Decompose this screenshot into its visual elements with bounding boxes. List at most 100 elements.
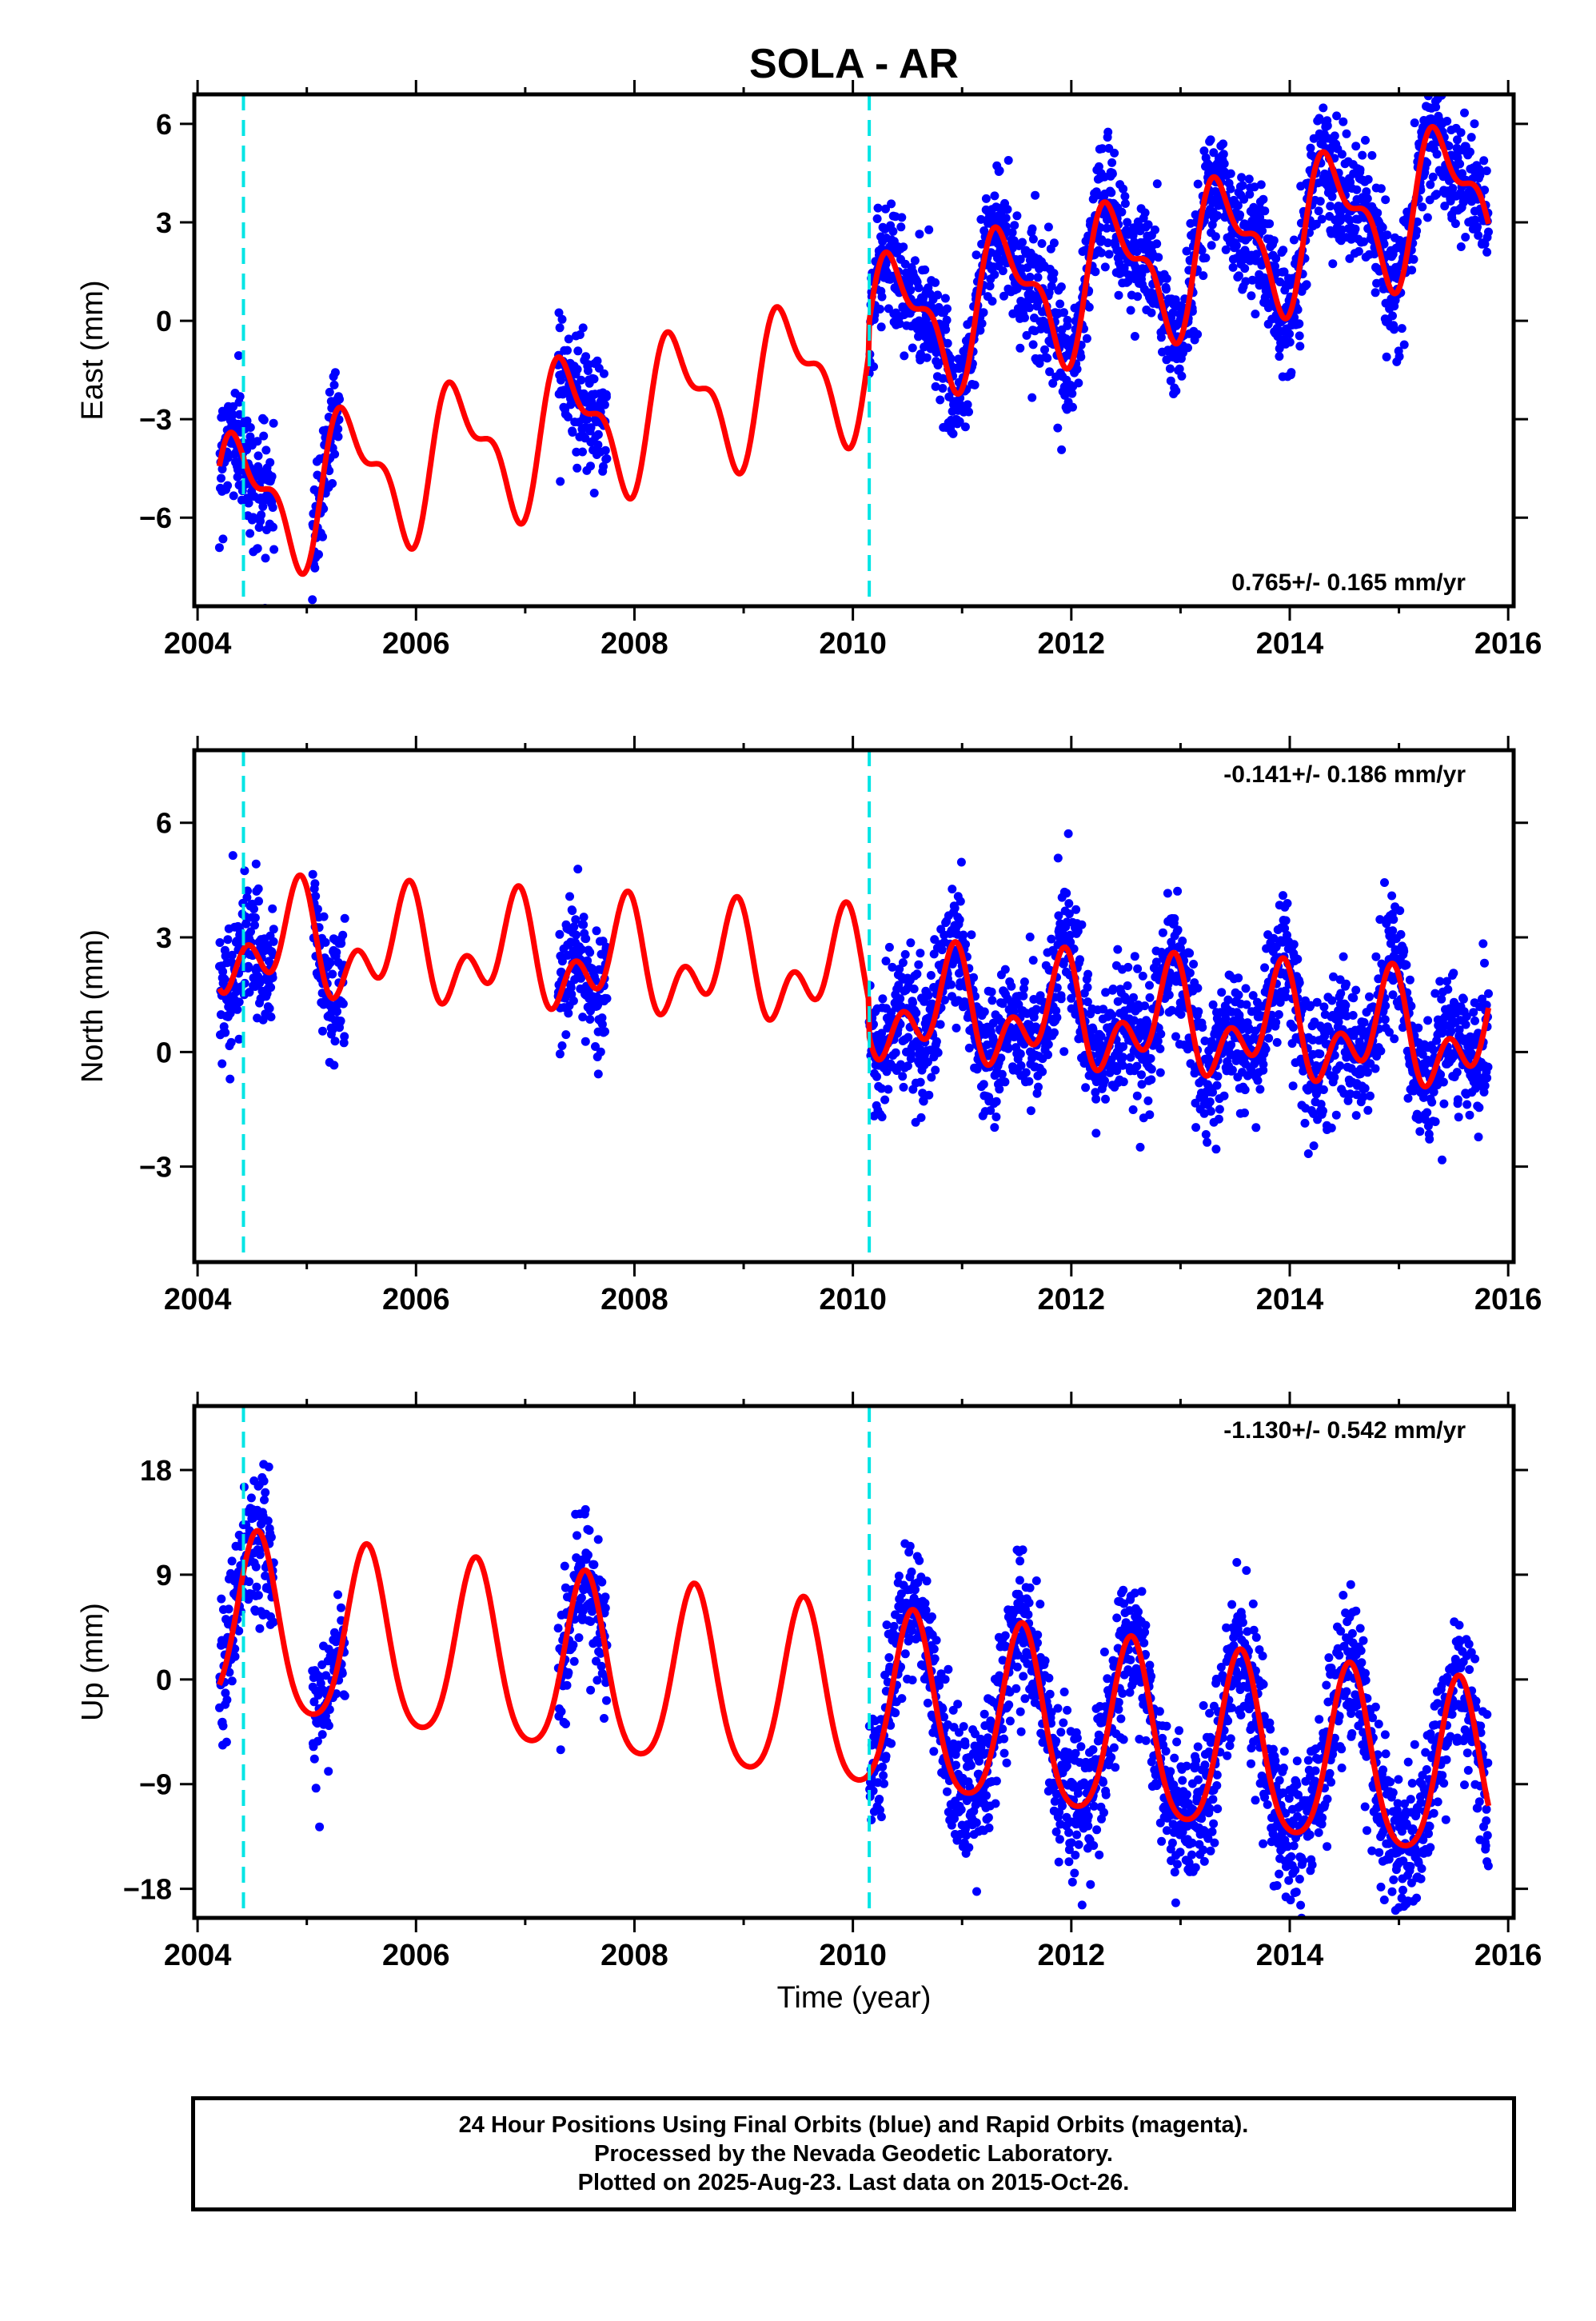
data-point xyxy=(1289,940,1299,949)
x-tick-label: 2016 xyxy=(1474,627,1542,661)
data-point xyxy=(1074,378,1083,388)
data-point xyxy=(1207,241,1216,250)
data-point xyxy=(253,437,262,446)
data-point xyxy=(1361,135,1370,145)
data-point xyxy=(891,1708,900,1718)
data-point xyxy=(1432,190,1442,199)
data-point xyxy=(1076,352,1086,362)
data-point xyxy=(1158,928,1167,937)
data-point xyxy=(1345,215,1355,225)
data-point xyxy=(1437,994,1446,1004)
data-point xyxy=(589,374,599,384)
data-point xyxy=(936,1020,945,1029)
data-point xyxy=(1055,299,1065,309)
data-point xyxy=(1436,1070,1446,1080)
data-point xyxy=(1199,146,1209,156)
data-point xyxy=(266,1532,276,1542)
data-point xyxy=(253,544,262,553)
x-tick-label: 2014 xyxy=(1256,627,1324,661)
data-point xyxy=(225,1074,235,1084)
data-point xyxy=(593,1535,603,1544)
data-point xyxy=(990,191,999,201)
data-point xyxy=(269,925,278,934)
data-point xyxy=(1390,325,1398,334)
data-point xyxy=(1154,253,1163,262)
data-point xyxy=(597,1020,607,1029)
data-point xyxy=(1145,993,1155,1002)
data-point xyxy=(988,996,997,1005)
data-point xyxy=(1409,1086,1418,1096)
data-point xyxy=(600,1592,610,1602)
data-point xyxy=(230,1652,240,1661)
data-point xyxy=(1351,142,1361,151)
data-point xyxy=(243,886,252,896)
data-point xyxy=(329,1061,339,1070)
data-point xyxy=(1178,937,1187,945)
data-point xyxy=(244,498,253,508)
data-point xyxy=(234,1034,244,1044)
data-point xyxy=(1376,1046,1386,1056)
data-point xyxy=(332,948,341,957)
data-point xyxy=(1100,1076,1109,1085)
data-point xyxy=(1102,215,1111,225)
data-point xyxy=(1067,389,1077,398)
data-point xyxy=(261,1488,270,1497)
data-point xyxy=(889,1621,899,1631)
data-point xyxy=(1107,188,1116,198)
data-point xyxy=(1258,226,1267,236)
data-point xyxy=(249,513,258,522)
data-point xyxy=(900,351,909,361)
data-point xyxy=(955,417,964,426)
data-point xyxy=(250,921,259,930)
data-point xyxy=(253,451,263,461)
data-point xyxy=(1170,914,1179,923)
data-point xyxy=(1279,267,1289,277)
data-point xyxy=(1446,1026,1456,1036)
data-point xyxy=(221,1028,230,1037)
data-point xyxy=(880,1095,890,1105)
data-point xyxy=(572,447,581,457)
data-point xyxy=(1171,295,1180,305)
data-point xyxy=(1375,915,1385,925)
data-point xyxy=(1107,1010,1117,1020)
data-point xyxy=(960,422,970,432)
data-point xyxy=(1355,1037,1364,1047)
data-point xyxy=(1415,1127,1425,1137)
data-point xyxy=(246,1493,256,1503)
data-point xyxy=(1474,1133,1483,1142)
data-point xyxy=(269,937,278,946)
data-point xyxy=(1173,925,1183,935)
data-point xyxy=(1063,315,1072,325)
data-point xyxy=(1275,997,1285,1007)
data-point xyxy=(1054,911,1063,921)
data-point xyxy=(1473,222,1482,232)
data-point xyxy=(1051,1006,1061,1016)
data-point xyxy=(245,1577,253,1587)
data-point xyxy=(1470,215,1480,225)
data-point xyxy=(1118,1053,1127,1062)
data-point xyxy=(568,906,577,916)
data-point xyxy=(887,199,896,209)
data-point xyxy=(1132,1061,1142,1071)
data-point xyxy=(1414,1115,1423,1124)
data-point xyxy=(324,1721,333,1731)
x-tick-label: 2006 xyxy=(382,627,450,661)
data-point xyxy=(882,1620,892,1630)
data-point xyxy=(931,1065,940,1075)
data-point xyxy=(1469,1008,1478,1017)
data-point xyxy=(1383,230,1392,240)
data-point xyxy=(221,1688,230,1698)
data-point xyxy=(579,913,589,922)
data-point xyxy=(924,225,934,234)
data-point xyxy=(226,1037,236,1047)
data-point xyxy=(1466,1049,1476,1058)
data-point xyxy=(1163,889,1172,898)
data-point xyxy=(1421,1115,1430,1125)
data-point xyxy=(1028,956,1038,965)
data-point xyxy=(1166,972,1175,981)
data-point xyxy=(1206,135,1215,145)
data-point xyxy=(1146,1054,1155,1063)
data-point xyxy=(569,1640,578,1650)
data-point xyxy=(1317,54,1326,62)
plot-area xyxy=(215,829,1493,1164)
